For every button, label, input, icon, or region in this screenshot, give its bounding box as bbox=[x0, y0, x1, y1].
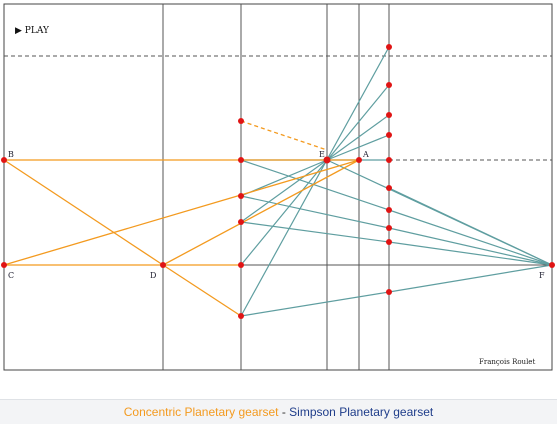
teal-line-3 bbox=[240, 84, 390, 266]
teal-line-11 bbox=[388, 227, 553, 266]
teal-line-2 bbox=[240, 46, 390, 317]
orange-dashed-line bbox=[240, 120, 328, 151]
point-r-5 bbox=[386, 157, 392, 163]
points bbox=[1, 44, 555, 319]
footer-separator: - bbox=[278, 405, 290, 419]
teal-line-10 bbox=[388, 209, 553, 266]
point-a bbox=[356, 157, 362, 163]
orange-line-d-low bbox=[162, 264, 242, 317]
point-r-4 bbox=[386, 132, 392, 138]
point-d bbox=[160, 262, 166, 268]
point-b bbox=[1, 157, 7, 163]
point-r-10 bbox=[386, 289, 392, 295]
point-r-7 bbox=[386, 207, 392, 213]
orange-line-da bbox=[162, 159, 360, 266]
diagram-frame bbox=[3, 3, 553, 371]
label-f: F bbox=[539, 271, 545, 280]
label-c: C bbox=[8, 271, 15, 280]
teal-line-16 bbox=[388, 264, 553, 293]
point-carrier-2 bbox=[238, 219, 244, 225]
point-carrier-c bbox=[238, 262, 244, 268]
point-r-9 bbox=[386, 239, 392, 245]
point-carrier-low bbox=[238, 313, 244, 319]
point-r-2 bbox=[386, 82, 392, 88]
orange-line-bd bbox=[3, 159, 164, 266]
simpson-gearset-link[interactable]: Simpson Planetary gearset bbox=[289, 405, 434, 419]
author-credit: François Roulet bbox=[479, 358, 536, 366]
footer-bar: Concentric Planetary gearset - Simpson P… bbox=[0, 399, 557, 424]
point-r-1 bbox=[386, 44, 392, 50]
concentric-lines bbox=[3, 120, 360, 317]
point-c bbox=[1, 262, 7, 268]
point-carrier-top bbox=[238, 118, 244, 124]
teal-line-15 bbox=[240, 291, 390, 317]
point-carrier-b bbox=[238, 157, 244, 163]
teal-line-14 bbox=[240, 221, 390, 243]
point-e bbox=[323, 156, 331, 164]
label-a: A bbox=[363, 150, 369, 159]
orange-line-ca bbox=[3, 159, 360, 266]
teal-line-4 bbox=[326, 114, 390, 161]
point-f bbox=[549, 262, 555, 268]
diagram-canvas bbox=[1, 3, 555, 371]
point-r-8 bbox=[386, 225, 392, 231]
teal-line-5 bbox=[326, 134, 390, 161]
teal-line-17 bbox=[240, 159, 390, 211]
teal-line-12 bbox=[388, 241, 553, 266]
point-carrier-1 bbox=[238, 193, 244, 199]
vertical-grid-lines bbox=[162, 4, 390, 370]
label-e: E bbox=[319, 150, 325, 159]
label-b: B bbox=[8, 150, 14, 159]
teal-line-9 bbox=[388, 187, 553, 266]
point-r-6 bbox=[386, 185, 392, 191]
label-d: D bbox=[150, 271, 157, 280]
concentric-gearset-link[interactable]: Concentric Planetary gearset bbox=[123, 405, 279, 419]
teal-line-13 bbox=[240, 195, 390, 229]
play-button[interactable]: ▶ PLAY bbox=[15, 26, 49, 36]
teal-line-7 bbox=[240, 159, 328, 223]
point-r-3 bbox=[386, 112, 392, 118]
